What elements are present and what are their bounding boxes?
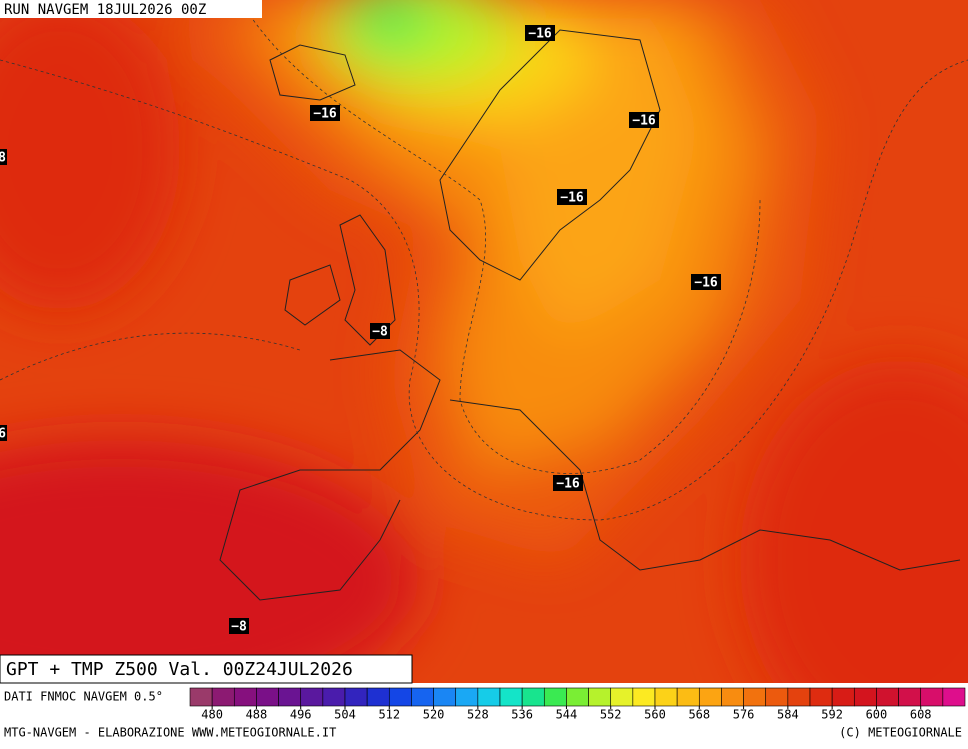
colorbar-swatch bbox=[211, 687, 235, 707]
source-label: DATI FNMOC NAVGEM 0.5° bbox=[4, 690, 163, 704]
map-title: GPT + TMP Z500 Val. 00Z24JUL2026 bbox=[6, 659, 353, 680]
colorbar-tick-label: 504 bbox=[334, 708, 356, 722]
colorbar-swatch bbox=[588, 687, 612, 707]
footer-right: (C) METEOGIORNALE bbox=[839, 726, 962, 740]
colorbar-swatch bbox=[721, 687, 744, 707]
contour-label: −16 bbox=[629, 112, 659, 129]
colorbar-swatch bbox=[632, 687, 656, 707]
label-box bbox=[691, 274, 721, 290]
colorbar: 480 488 496 504 512 520 528 536 544 552 560 568 576 5… bbox=[189, 687, 966, 722]
colorbar-swatch bbox=[543, 687, 567, 707]
colorbar-tick-label: 536 bbox=[511, 708, 533, 722]
label-box bbox=[557, 189, 587, 205]
label-text: −16 bbox=[560, 191, 584, 206]
label-text: −16 bbox=[528, 27, 552, 42]
colorbar-tick-label: 600 bbox=[866, 708, 888, 722]
colorbar-swatch bbox=[676, 687, 700, 707]
colorbar-tick-label: 512 bbox=[378, 708, 400, 722]
colorbar-swatch bbox=[787, 687, 811, 707]
colorbar-swatch bbox=[300, 687, 324, 707]
colorbar-tick-label: 568 bbox=[688, 708, 710, 722]
colorbar-swatch bbox=[388, 687, 412, 707]
label-box bbox=[370, 323, 390, 339]
contour-label: 8 bbox=[0, 149, 7, 166]
colorbar-swatch bbox=[322, 687, 346, 707]
label-box bbox=[553, 475, 583, 491]
label-box bbox=[0, 149, 7, 165]
colorbar-swatch bbox=[411, 687, 434, 707]
contour-label: 6 bbox=[0, 425, 7, 442]
contours bbox=[0, 0, 968, 521]
colorbar-swatch bbox=[433, 687, 457, 707]
colorbar-swatch bbox=[743, 687, 767, 707]
contour-label: −16 bbox=[691, 274, 721, 291]
colorbar-swatch bbox=[477, 687, 501, 707]
colorbar-swatch bbox=[876, 687, 899, 707]
colorbar-swatch bbox=[344, 687, 368, 707]
contour-label: −16 bbox=[553, 475, 583, 492]
colorbar-swatch bbox=[809, 687, 833, 707]
colorbar-tick-label: 560 bbox=[644, 708, 666, 722]
label-box bbox=[0, 425, 7, 441]
colorbar-swatch bbox=[499, 687, 523, 707]
label-text: 6 bbox=[0, 427, 6, 442]
label-text: −16 bbox=[632, 114, 656, 129]
footer-left: MTG-NAVGEM - ELABORAZIONE WWW.METEOGIORN… bbox=[4, 726, 336, 740]
colorbar-swatch bbox=[256, 687, 279, 707]
colorbar-swatch bbox=[853, 687, 877, 707]
colorbar-swatch bbox=[521, 687, 545, 707]
contour-label: −8 bbox=[229, 618, 249, 635]
contour-label: −16 bbox=[525, 25, 555, 42]
contour-label: −8 bbox=[370, 323, 390, 340]
colorbar-tick-label: 528 bbox=[467, 708, 489, 722]
label-box bbox=[525, 25, 555, 41]
colorbar-tick-label: 544 bbox=[556, 708, 578, 722]
colorbar-tick-label: 584 bbox=[777, 708, 799, 722]
colorbar-swatch bbox=[610, 687, 634, 707]
label-box bbox=[229, 618, 249, 634]
label-box bbox=[310, 105, 340, 121]
contour-label: −16 bbox=[557, 189, 587, 206]
colorbar-tick-label: 592 bbox=[821, 708, 843, 722]
colorbar-tick-label: 488 bbox=[246, 708, 268, 722]
colorbar-swatch bbox=[278, 687, 302, 707]
colorbar-swatch bbox=[831, 687, 855, 707]
colorbar-swatch bbox=[765, 687, 789, 707]
colorbar-swatch bbox=[698, 687, 722, 707]
label-text: 8 bbox=[0, 151, 6, 166]
label-text: −8 bbox=[372, 325, 388, 340]
colorbar-swatch bbox=[898, 687, 922, 707]
label-text: −16 bbox=[694, 276, 718, 291]
contour-label: −16 bbox=[310, 105, 340, 122]
colorbar-swatch bbox=[942, 687, 966, 707]
label-box bbox=[629, 112, 659, 128]
label-text: −16 bbox=[556, 477, 580, 492]
colorbar-swatch bbox=[566, 687, 589, 707]
colorbar-swatch bbox=[233, 687, 257, 707]
colorbar-swatch bbox=[189, 687, 213, 707]
colorbar-swatch bbox=[654, 687, 678, 707]
colorbar-tick-label: 496 bbox=[290, 708, 312, 722]
colorbar-swatch bbox=[455, 687, 479, 707]
label-text: −16 bbox=[313, 107, 337, 122]
colorbar-tick-label: 608 bbox=[910, 708, 932, 722]
colorbar-tick-label: 552 bbox=[600, 708, 622, 722]
colorbar-tick-label: 520 bbox=[423, 708, 445, 722]
colorbar-tick-label: 576 bbox=[733, 708, 755, 722]
run-label: RUN NAVGEM 18JUL2026 00Z bbox=[4, 2, 206, 18]
label-text: −8 bbox=[231, 620, 247, 635]
colorbar-tick-label: 480 bbox=[201, 708, 223, 722]
colorbar-swatch bbox=[366, 687, 390, 707]
colorbar-swatch bbox=[920, 687, 944, 707]
